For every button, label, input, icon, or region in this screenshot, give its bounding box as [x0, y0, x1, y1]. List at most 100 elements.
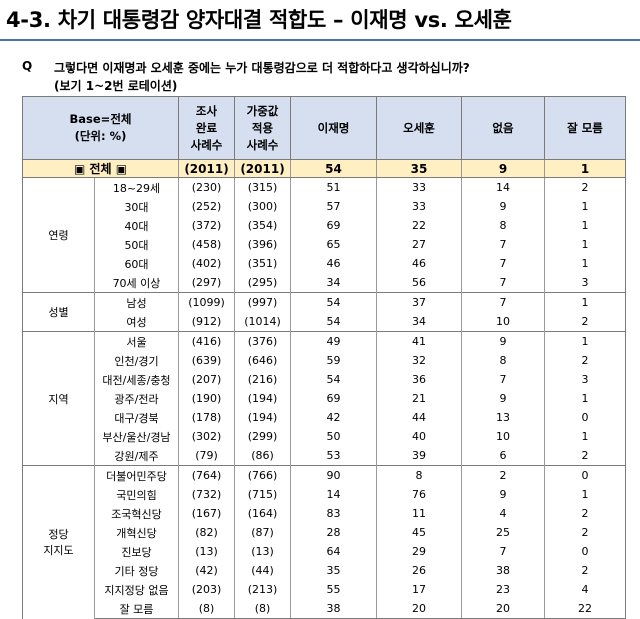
value-none: 10: [461, 312, 545, 332]
survey-count: (1099): [178, 292, 235, 312]
value-lee: 50: [290, 427, 377, 446]
survey-count: (178): [178, 408, 235, 427]
value-none: 4: [461, 504, 545, 523]
value-dont-know: 0: [544, 542, 626, 561]
survey-count: (230): [178, 177, 235, 197]
value-none: 14: [461, 177, 545, 197]
weighted-count: (351): [234, 254, 291, 273]
group-label-gender: 성별: [22, 292, 95, 332]
table-row: 진보당 (13) (13) 64 29 7 0: [23, 542, 626, 561]
value-none: 25: [461, 523, 545, 542]
question-text: 그렇다면 이재명과 오세훈 중에는 누가 대통령감으로 더 적합하다고 생각하십…: [54, 61, 470, 75]
value-oh: 21: [376, 389, 462, 408]
value-oh: 76: [376, 485, 462, 504]
value-oh: 46: [376, 254, 462, 273]
value-none: 7: [461, 273, 545, 293]
table-row: 정당 지지도 더불어민주당 (764) (766) 90 8 2 0: [22, 465, 626, 619]
value-lee: 54: [290, 292, 377, 312]
table-header-row: Base=전체 (단위: %) 조사 완료 사례수 가중값 적용 사례수 이재명…: [22, 96, 626, 160]
weighted-count: (87): [234, 523, 291, 542]
value-none: 8: [461, 216, 545, 235]
value-lee: 46: [290, 254, 377, 273]
value-lee: 38: [290, 599, 377, 619]
survey-count: (203): [178, 580, 235, 599]
value-dont-know: 2: [544, 523, 626, 542]
value-none: 8: [461, 351, 545, 370]
weighted-count: (376): [234, 331, 291, 351]
row-label: 대전/세종/충청: [94, 370, 179, 389]
value-none: 7: [461, 542, 545, 561]
value-oh: 26: [376, 561, 462, 580]
value-oh: 33: [376, 177, 462, 197]
table-row: 50대 (458) (396) 65 27 7 1: [23, 235, 626, 254]
value-lee: 54: [290, 370, 377, 389]
value-dont-know: 2: [544, 177, 626, 197]
survey-count: (732): [178, 485, 235, 504]
value-none: 7: [461, 370, 545, 389]
group-label-age: 연령: [22, 177, 95, 293]
value-none: 6: [461, 446, 545, 466]
total-dont-know: 1: [544, 159, 626, 178]
value-lee: 28: [290, 523, 377, 542]
survey-count: (190): [178, 389, 235, 408]
value-lee: 64: [290, 542, 377, 561]
total-oh: 35: [376, 159, 462, 178]
value-dont-know: 2: [544, 504, 626, 523]
row-label: 지지정당 없음: [94, 580, 179, 599]
survey-count: (207): [178, 370, 235, 389]
value-oh: 44: [376, 408, 462, 427]
value-lee: 35: [290, 561, 377, 580]
weighted-count: (13): [234, 542, 291, 561]
table-row: 지역 서울 (416) (376) 49 41 9 1: [22, 331, 626, 466]
table-row: 강원/제주 (79) (86) 53 39 6 2: [23, 446, 626, 466]
value-dont-know: 2: [544, 561, 626, 580]
survey-count: (458): [178, 235, 235, 254]
value-oh: 32: [376, 351, 462, 370]
table-row: 30대 (252) (300) 57 33 9 1: [23, 197, 626, 216]
row-label: 진보당: [94, 542, 179, 561]
value-lee: 83: [290, 504, 377, 523]
survey-count: (402): [178, 254, 235, 273]
value-oh: 45: [376, 523, 462, 542]
value-lee: 69: [290, 216, 377, 235]
row-label: 30대: [94, 197, 179, 216]
total-row: ▣ 전체 ▣ (2011) (2011) 54 35 9 1: [22, 159, 626, 178]
table-row: 여성 (912) (1014) 54 34 10 2: [23, 312, 626, 332]
table-row: 기타 정당 (42) (44) 35 26 38 2: [23, 561, 626, 580]
weighted-count: (299): [234, 427, 291, 446]
value-oh: 27: [376, 235, 462, 254]
value-lee: 42: [290, 408, 377, 427]
weighted-count: (194): [234, 389, 291, 408]
value-dont-know: 1: [544, 485, 626, 504]
row-label: 광주/전라: [94, 389, 179, 408]
value-lee: 57: [290, 197, 377, 216]
table-row: 60대 (402) (351) 46 46 7 1: [23, 254, 626, 273]
value-oh: 37: [376, 292, 462, 312]
table-row: 잘 모름 (8) (8) 38 20 20 22: [23, 599, 626, 619]
value-lee: 34: [290, 273, 377, 293]
weighted-count: (295): [234, 273, 291, 293]
question-note: (보기 1~2번 로테이션): [54, 79, 178, 93]
value-none: 9: [461, 331, 545, 351]
value-dont-know: 0: [544, 465, 626, 485]
weighted-count: (8): [234, 599, 291, 619]
survey-count: (912): [178, 312, 235, 332]
survey-count: (79): [178, 446, 235, 466]
survey-count: (252): [178, 197, 235, 216]
weighted-count: (300): [234, 197, 291, 216]
row-label: 18~29세: [94, 177, 179, 197]
weighted-count: (164): [234, 504, 291, 523]
row-label: 여성: [94, 312, 179, 332]
value-dont-know: 2: [544, 351, 626, 370]
weighted-count: (213): [234, 580, 291, 599]
survey-count-header: 조사 완료 사례수: [178, 96, 235, 160]
table-row: 조국혁신당 (167) (164) 83 11 4 2: [23, 504, 626, 523]
total-weighted-count: (2011): [234, 159, 291, 178]
value-dont-know: 1: [544, 254, 626, 273]
survey-count: (372): [178, 216, 235, 235]
survey-count: (8): [178, 599, 235, 619]
title-underline: [0, 39, 640, 41]
table-row: 연령 18~29세 (230) (315) 51 33 14 2: [22, 177, 626, 293]
weighted-count: (646): [234, 351, 291, 370]
